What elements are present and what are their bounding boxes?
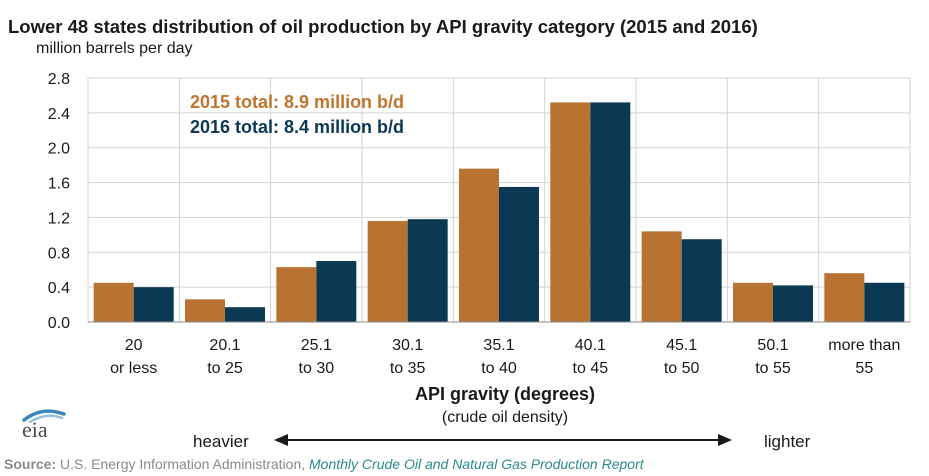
y-tick-label: 2.4: [48, 106, 70, 123]
x-axis-title: API gravity (degrees): [415, 384, 595, 404]
bar-2015: [550, 102, 591, 323]
x-tick-label: 35.1: [483, 337, 514, 354]
x-axis-subtitle: (crude oil density): [442, 409, 568, 426]
x-tick-label: to 30: [299, 360, 335, 377]
x-tick-label: to 50: [664, 360, 700, 377]
y-tick-label: 2.8: [48, 71, 70, 88]
bar-2016: [773, 285, 813, 322]
source-label: Source:: [4, 456, 57, 472]
x-tick-label: 25.1: [301, 337, 332, 354]
y-tick-label: 0.8: [48, 245, 70, 262]
x-tick-label: or less: [110, 360, 157, 377]
x-tick-label: 20.1: [209, 337, 240, 354]
x-tick-label: more than: [828, 337, 900, 354]
bar-2015: [641, 231, 682, 322]
bar-2016: [864, 282, 905, 322]
y-tick-label: 0.4: [48, 280, 70, 297]
bar-2016: [499, 186, 539, 322]
bar-2015: [459, 168, 499, 322]
eia-logo: eia: [14, 404, 76, 444]
bar-2016: [133, 287, 174, 322]
x-tick-label: to 25: [207, 360, 243, 377]
chart-subtitle: million barrels per day: [36, 40, 193, 57]
chart-title: Lower 48 states distribution of oil prod…: [8, 16, 758, 37]
x-tick-label: 55: [855, 360, 873, 377]
total-annotation: 2016 total: 8.4 million b/d: [190, 117, 404, 137]
source-footer: Source: U.S. Energy Information Administ…: [4, 456, 644, 472]
y-tick-label: 0.0: [48, 315, 70, 332]
bar-2015: [367, 220, 408, 322]
eia-logo-graphic: eia: [22, 409, 66, 442]
x-tick-label: to 55: [755, 360, 791, 377]
y-tick-label: 1.6: [48, 176, 70, 193]
x-tick-label: to 40: [481, 360, 517, 377]
x-tick-label: to 35: [390, 360, 426, 377]
y-tick-label: 2.0: [48, 141, 70, 158]
arrow-left-head: [274, 434, 288, 446]
x-tick-label: to 45: [573, 360, 609, 377]
source-link[interactable]: Monthly Crude Oil and Natural Gas Produc…: [309, 456, 644, 472]
x-tick-label: 40.1: [575, 337, 606, 354]
arrow-right-head: [718, 434, 732, 446]
eia-logo-text: eia: [22, 417, 48, 442]
y-tick-label: 1.2: [48, 210, 70, 227]
bar-2015: [276, 267, 317, 322]
x-tick-label: 50.1: [757, 337, 788, 354]
bar-2016: [590, 102, 631, 323]
bar-2016: [316, 261, 357, 322]
x-tick-label: 30.1: [392, 337, 423, 354]
lighter-label: lighter: [764, 432, 811, 451]
bar-2016: [407, 219, 448, 322]
bar-2015: [733, 282, 773, 322]
bar-2015: [93, 282, 134, 322]
heavier-label: heavier: [193, 432, 249, 451]
bar-2015: [185, 299, 225, 322]
x-tick-label: 45.1: [666, 337, 697, 354]
x-tick-label: 20: [125, 337, 143, 354]
total-annotation: 2015 total: 8.9 million b/d: [190, 92, 404, 112]
bar-2016: [225, 307, 265, 322]
bar-2016: [681, 239, 722, 322]
source-text: U.S. Energy Information Administration,: [60, 456, 306, 472]
bar-2015: [824, 273, 865, 322]
